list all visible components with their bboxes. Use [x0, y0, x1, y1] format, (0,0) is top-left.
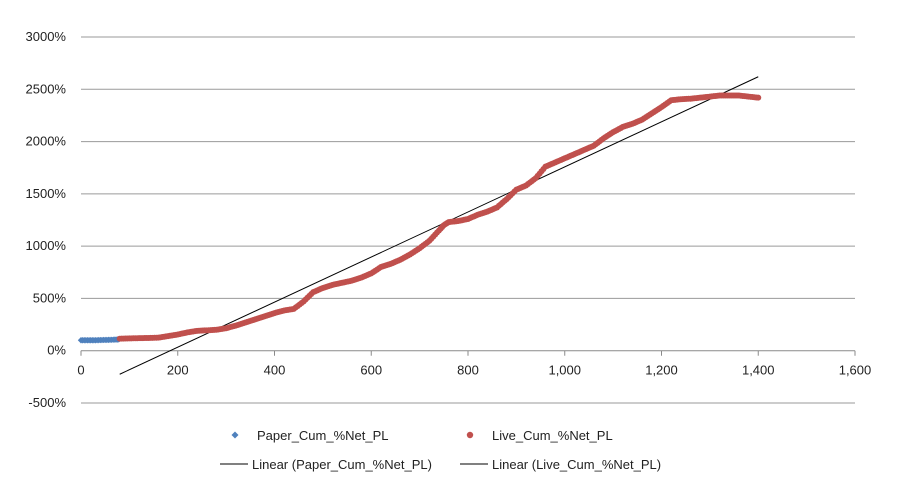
x-axis [80, 350, 856, 356]
y-tick-label: -500% [28, 395, 66, 410]
gridlines [81, 36, 855, 404]
trendlines [80, 76, 759, 375]
y-tick-label: 2500% [26, 81, 67, 96]
x-tick-label: 800 [457, 363, 479, 378]
x-tick-label: 1,000 [548, 363, 581, 378]
x-tick-label: 0 [77, 363, 84, 378]
legend-marker [231, 431, 239, 439]
x-tick-label: 200 [167, 363, 189, 378]
x-tick-label: 1,200 [645, 363, 678, 378]
legend-trend-paper: Linear (Paper_Cum_%Net_PL) [220, 457, 432, 472]
legend-label: Paper_Cum_%Net_PL [257, 428, 389, 443]
data-point-live [755, 94, 762, 101]
data-points [77, 92, 762, 344]
y-tick-label: 3000% [26, 29, 67, 44]
legend-marker [466, 431, 474, 439]
legend-label: Linear (Live_Cum_%Net_PL) [492, 457, 661, 472]
legend-trend-live: Linear (Live_Cum_%Net_PL) [460, 457, 661, 472]
x-axis-tick-labels: 0 200 400 600 800 1,000 1,200 1,400 1,600 [77, 363, 871, 378]
y-tick-label: 1000% [26, 238, 67, 253]
legend-live: Live_Cum_%Net_PL [466, 428, 613, 443]
y-axis-tick-labels: -500% 0% 500% 1000% 1500% 2000% 2500% 3000% [26, 29, 67, 410]
y-tick-label: 1500% [26, 186, 67, 201]
x-tick-label: 600 [360, 363, 382, 378]
legend: Paper_Cum_%Net_PL Live_Cum_%Net_PL Linear … [220, 428, 661, 472]
trendline [119, 76, 759, 375]
y-tick-label: 0% [47, 343, 66, 358]
legend-label: Linear (Paper_Cum_%Net_PL) [252, 457, 432, 472]
x-tick-label: 1,400 [742, 363, 775, 378]
x-tick-label: 400 [264, 363, 286, 378]
y-tick-label: 500% [33, 290, 67, 305]
x-tick-label: 1,600 [839, 363, 872, 378]
legend-label: Live_Cum_%Net_PL [492, 428, 613, 443]
legend-paper: Paper_Cum_%Net_PL [231, 428, 389, 443]
y-tick-label: 2000% [26, 134, 67, 149]
